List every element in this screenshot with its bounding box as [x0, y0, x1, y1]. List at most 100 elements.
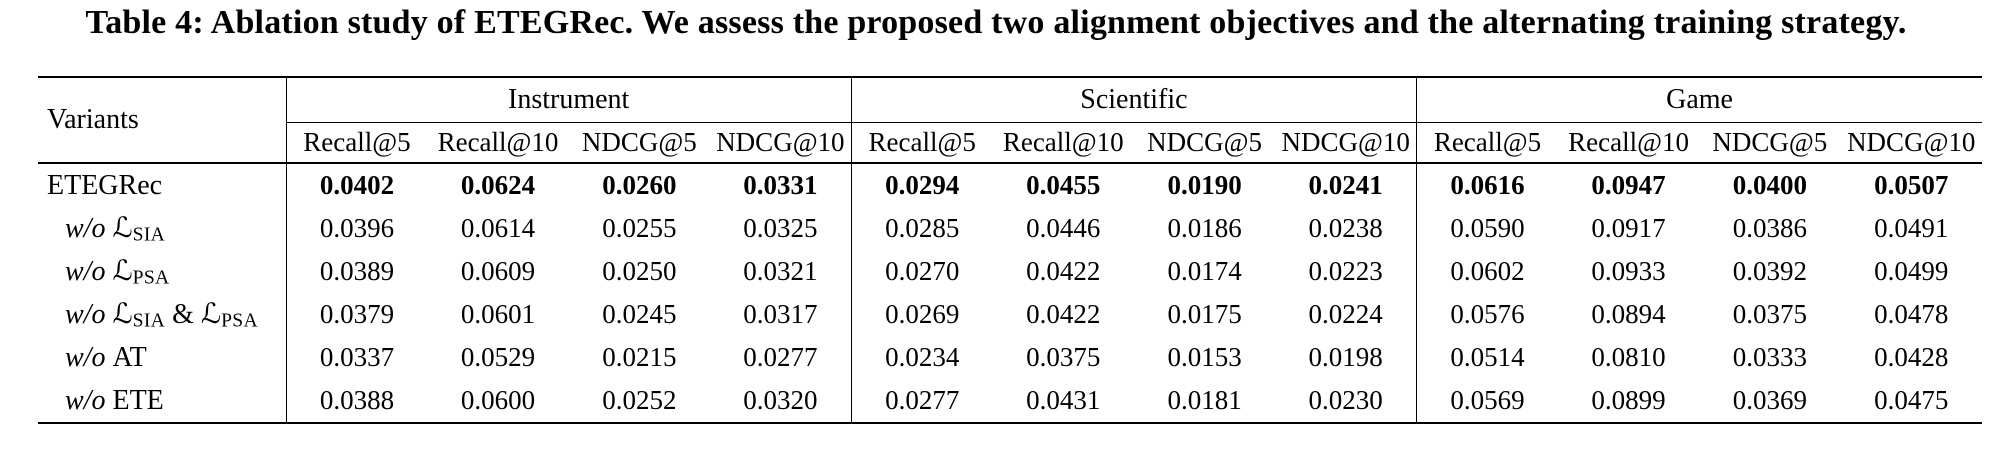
metric-value: 0.0947: [1591, 170, 1666, 200]
variant-label: w/o ℒSIA: [38, 207, 286, 250]
group-header-instrument: Instrument: [285, 77, 852, 123]
metric-header-row: Recall@5 Recall@10 NDCG@5 NDCG@10 Recall@5 Re…: [38, 122, 1982, 164]
metric-value: 0.0386: [1732, 213, 1807, 243]
metric-header-scientific-ndcg5: NDCG@5: [1133, 122, 1276, 164]
metric-value: 0.0616: [1416, 163, 1558, 207]
variant-label-part: w/o: [65, 212, 113, 244]
variant-label: w/o ℒPSA: [38, 250, 286, 293]
variant-label-part: ℒ: [200, 296, 222, 330]
metric-value: 0.0933: [1591, 256, 1666, 286]
metric-value: 0.0186: [1167, 213, 1242, 243]
metric-value: 0.0590: [1416, 207, 1558, 250]
table-row: w/o ETE 0.0388 0.0600 0.0252 0.0320 0.0277 0.0…: [38, 379, 1982, 423]
table-row: w/o ℒPSA 0.0389 0.0609 0.0250 0.0321 0.0270 0.…: [38, 250, 1982, 293]
variant-label: w/o ETE: [38, 379, 286, 423]
metric-value: 0.0446: [1026, 213, 1101, 243]
metric-value: 0.0894: [1591, 299, 1666, 329]
metric-value: 0.0392: [1732, 256, 1807, 286]
metric-value: 0.0455: [1026, 170, 1101, 200]
metric-value: 0.0810: [1591, 342, 1666, 372]
metric-value: 0.0223: [1308, 256, 1383, 286]
variant-label-part: PSA: [132, 267, 170, 289]
metric-value: 0.0601: [460, 299, 536, 329]
metric-header-instrument-ndcg5: NDCG@5: [568, 122, 710, 164]
metric-value: 0.0422: [1026, 299, 1101, 329]
variant-label-part: w/o: [65, 298, 113, 330]
metric-header-scientific-recall5: Recall@5: [850, 122, 993, 164]
variant-label-part: SIA: [132, 224, 166, 246]
metric-value: 0.0269: [850, 293, 993, 336]
metric-value: 0.0181: [1167, 385, 1242, 415]
variant-label-part: ETE: [112, 384, 164, 416]
variant-label: w/o ℒSIA & ℒPSA: [38, 293, 286, 336]
metric-value: 0.0507: [1874, 170, 1949, 200]
metric-value: 0.0614: [460, 213, 536, 243]
metric-value: 0.0422: [1026, 256, 1101, 286]
metric-value: 0.0174: [1167, 256, 1242, 286]
metric-value: 0.0369: [1732, 385, 1807, 415]
metric-value: 0.0230: [1308, 385, 1383, 415]
metric-value: 0.0400: [1732, 170, 1807, 200]
metric-value: 0.0609: [460, 256, 536, 286]
variant-label-part: ℒ: [112, 253, 133, 287]
metric-value: 0.0491: [1874, 213, 1949, 243]
table-head: Variants Instrument Scientific Game Recall@…: [38, 77, 1982, 164]
metric-value: 0.0320: [743, 385, 818, 415]
metric-value: 0.0224: [1308, 299, 1383, 329]
metric-value: 0.0255: [602, 213, 677, 243]
metric-header-instrument-recall5: Recall@5: [285, 122, 428, 164]
metric-value: 0.0402: [285, 163, 428, 207]
metric-value: 0.0529: [460, 342, 536, 372]
variant-label-part: SIA: [132, 310, 166, 332]
metric-header-scientific-recall10: Recall@10: [992, 122, 1134, 164]
table-row: w/o ℒSIA 0.0396 0.0614 0.0255 0.0325 0.0285 0.…: [38, 207, 1982, 250]
metric-value: 0.0317: [743, 299, 818, 329]
metric-value: 0.0388: [285, 379, 428, 423]
metric-value: 0.0245: [602, 299, 677, 329]
metric-value: 0.0337: [285, 336, 428, 379]
metric-value: 0.0234: [850, 336, 993, 379]
metric-value: 0.0325: [743, 213, 818, 243]
metric-header-instrument-ndcg10: NDCG@10: [709, 122, 852, 164]
metric-value: 0.0153: [1167, 342, 1242, 372]
metric-value: 0.0917: [1591, 213, 1666, 243]
metric-header-scientific-ndcg10: NDCG@10: [1275, 122, 1417, 164]
metric-value: 0.0576: [1416, 293, 1558, 336]
metric-value: 0.0277: [850, 379, 993, 423]
table-row: w/o ℒSIA & ℒPSA 0.0379 0.0601 0.0245 0.0317 0…: [38, 293, 1982, 336]
variant-label-part: w/o: [65, 384, 113, 416]
table-body: ETEGRec 0.0402 0.0624 0.0260 0.0331 0.0294 0.0…: [38, 163, 1982, 423]
variant-label-part: w/o: [65, 341, 113, 373]
variant-label-part: ℒ: [112, 210, 133, 244]
group-header-game: Game: [1416, 77, 1982, 123]
variant-label-part: &: [165, 298, 201, 330]
metric-header-instrument-recall10: Recall@10: [427, 122, 569, 164]
metric-value: 0.0215: [602, 342, 677, 372]
metric-value: 0.0899: [1591, 385, 1666, 415]
group-header-scientific: Scientific: [850, 77, 1417, 123]
metric-value: 0.0270: [850, 250, 993, 293]
metric-value: 0.0375: [1732, 299, 1807, 329]
metric-value: 0.0396: [285, 207, 428, 250]
variant-label-part: w/o: [65, 255, 113, 287]
metric-value: 0.0375: [1026, 342, 1101, 372]
variant-label-part: ETEGRec: [47, 169, 163, 201]
variant-label-part: ℒ: [112, 296, 133, 330]
metric-value: 0.0190: [1167, 170, 1242, 200]
metric-value: 0.0499: [1874, 256, 1949, 286]
metric-value: 0.0624: [460, 170, 536, 200]
metric-header-game-ndcg5: NDCG@5: [1699, 122, 1841, 164]
metric-value: 0.0389: [285, 250, 428, 293]
metric-header-game-ndcg10: NDCG@10: [1840, 122, 1982, 164]
table-row: w/o AT 0.0337 0.0529 0.0215 0.0277 0.0234 0.03…: [38, 336, 1982, 379]
metric-value: 0.0252: [602, 385, 677, 415]
metric-value: 0.0514: [1416, 336, 1558, 379]
variant-label-part: AT: [112, 341, 147, 373]
metric-value: 0.0285: [850, 207, 993, 250]
metric-header-game-recall5: Recall@5: [1416, 122, 1558, 164]
metric-value: 0.0277: [743, 342, 818, 372]
metric-value: 0.0379: [285, 293, 428, 336]
metric-value: 0.0475: [1874, 385, 1949, 415]
metric-value: 0.0600: [460, 385, 536, 415]
table-caption: Table 4: Ablation study of ETEGRec. We a…: [0, 4, 1992, 42]
